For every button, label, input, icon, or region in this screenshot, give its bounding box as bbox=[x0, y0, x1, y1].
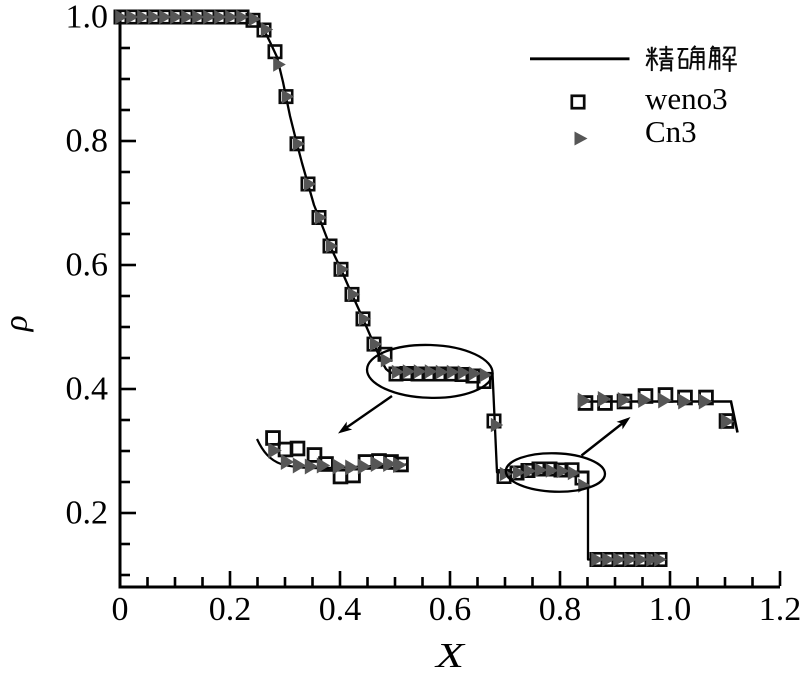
svg-text:0: 0 bbox=[112, 591, 129, 628]
svg-text:0.8: 0.8 bbox=[66, 123, 109, 160]
svg-text:X: X bbox=[433, 636, 466, 675]
svg-text:ρ: ρ bbox=[0, 315, 34, 332]
svg-text:1.0: 1.0 bbox=[66, 0, 109, 36]
svg-text:Cn3: Cn3 bbox=[645, 114, 697, 149]
svg-text:0.6: 0.6 bbox=[429, 591, 472, 628]
svg-text:0.8: 0.8 bbox=[539, 591, 582, 628]
svg-text:0.4: 0.4 bbox=[319, 591, 362, 628]
svg-text:0.2: 0.2 bbox=[66, 495, 109, 532]
svg-text:0.2: 0.2 bbox=[209, 591, 252, 628]
svg-text:weno3: weno3 bbox=[645, 81, 728, 116]
svg-text:0.4: 0.4 bbox=[66, 371, 109, 408]
svg-text:1.0: 1.0 bbox=[649, 591, 692, 628]
svg-text:1.2: 1.2 bbox=[759, 591, 800, 628]
svg-text:0.6: 0.6 bbox=[66, 247, 109, 284]
